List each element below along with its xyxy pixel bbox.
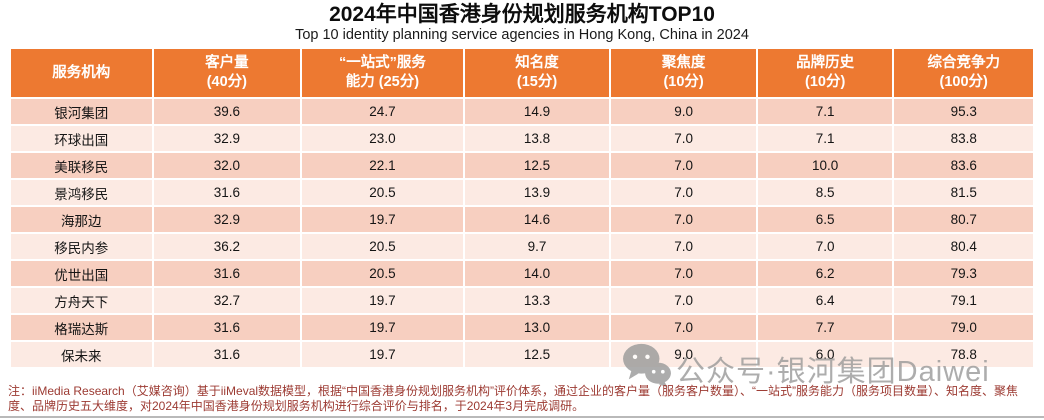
score-cell: 7.0 [611,234,756,259]
score-cell: 32.9 [153,126,301,151]
score-cell: 13.3 [464,288,610,313]
score-cell: 6.5 [757,207,893,232]
score-cell: 79.1 [894,288,1033,313]
source-note: 注：iiMedia Research（艾媒咨询）基于iiMeval数据模型，根据… [8,384,1019,413]
score-cell: 31.6 [153,261,301,286]
score-cell: 19.7 [302,342,463,367]
column-header-4: 聚焦度 (10分) [611,49,756,97]
score-cell: 10.0 [757,153,893,178]
score-cell: 7.0 [611,315,756,340]
agency-name-cell: 优世出国 [11,261,152,286]
agency-name-cell: 美联移民 [11,153,152,178]
score-cell: 19.7 [302,207,463,232]
table-row: 移民内参 36.2 20.5 9.7 7.0 7.0 80.4 [11,234,1033,259]
page-subtitle: Top 10 identity planning service agencie… [295,27,749,43]
score-cell: 7.0 [611,180,756,205]
table-row: 美联移民 32.0 22.1 12.5 7.0 10.0 83.6 [11,153,1033,178]
score-cell: 9.7 [464,234,610,259]
score-cell: 31.6 [153,315,301,340]
score-cell: 20.5 [302,180,463,205]
score-cell: 81.5 [894,180,1033,205]
score-cell: 6.4 [757,288,893,313]
ranking-table-header: 服务机构 客户量 (40分) “一站式”服务 能力 (25分) 知名度 (15分) 聚焦度 (1… [11,49,1033,97]
score-cell: 13.0 [464,315,610,340]
agency-name-cell: 移民内参 [11,234,152,259]
score-cell: 7.1 [757,126,893,151]
score-cell: 36.2 [153,234,301,259]
score-cell: 83.6 [894,153,1033,178]
table-row: 保未来 31.6 19.7 12.5 9.0 6.0 78.8 [11,342,1033,367]
score-cell: 14.0 [464,261,610,286]
table-row: 海那边 32.9 19.7 14.6 7.0 6.5 80.7 [11,207,1033,232]
header-row: 服务机构 客户量 (40分) “一站式”服务 能力 (25分) 知名度 (15分) 聚焦度 (1… [11,49,1033,97]
score-cell: 7.0 [611,261,756,286]
score-cell: 6.0 [757,342,893,367]
table-row: 格瑞达斯 31.6 19.7 13.0 7.0 7.7 79.0 [11,315,1033,340]
score-cell: 31.6 [153,180,301,205]
table-row: 环球出国 32.9 23.0 13.8 7.0 7.1 83.8 [11,126,1033,151]
score-cell: 80.4 [894,234,1033,259]
table-row: 景鸿移民 31.6 20.5 13.9 7.0 8.5 81.5 [11,180,1033,205]
score-cell: 79.3 [894,261,1033,286]
score-cell: 13.8 [464,126,610,151]
score-cell: 32.7 [153,288,301,313]
agency-name-cell: 格瑞达斯 [11,315,152,340]
ranking-table: 服务机构 客户量 (40分) “一站式”服务 能力 (25分) 知名度 (15分) 聚焦度 (1… [9,47,1035,369]
score-cell: 7.7 [757,315,893,340]
score-cell: 20.5 [302,234,463,259]
score-cell: 8.5 [757,180,893,205]
page-title: 2024年中国香港身份规划服务机构TOP10 [329,3,715,26]
score-cell: 32.0 [153,153,301,178]
score-cell: 39.6 [153,99,301,124]
agency-name-cell: 银河集团 [11,99,152,124]
column-header-1: 客户量 (40分) [153,49,301,97]
agency-name-cell: 海那边 [11,207,152,232]
score-cell: 7.0 [611,153,756,178]
score-cell: 7.0 [611,126,756,151]
score-cell: 23.0 [302,126,463,151]
column-header-3: 知名度 (15分) [464,49,610,97]
score-cell: 14.9 [464,99,610,124]
score-cell: 80.7 [894,207,1033,232]
score-cell: 78.8 [894,342,1033,367]
agency-name-cell: 方舟天下 [11,288,152,313]
score-cell: 19.7 [302,315,463,340]
score-cell: 79.0 [894,315,1033,340]
score-cell: 7.0 [611,288,756,313]
table-row: 银河集团 39.6 24.7 14.9 9.0 7.1 95.3 [11,99,1033,124]
score-cell: 9.0 [611,342,756,367]
score-cell: 32.9 [153,207,301,232]
score-cell: 12.5 [464,342,610,367]
score-cell: 20.5 [302,261,463,286]
score-cell: 95.3 [894,99,1033,124]
score-cell: 83.8 [894,126,1033,151]
score-cell: 14.6 [464,207,610,232]
score-cell: 7.0 [757,234,893,259]
score-cell: 22.1 [302,153,463,178]
agency-name-cell: 环球出国 [11,126,152,151]
score-cell: 24.7 [302,99,463,124]
column-header-2: “一站式”服务 能力 (25分) [302,49,463,97]
column-header-5: 品牌历史 (10分) [757,49,893,97]
score-cell: 7.1 [757,99,893,124]
column-header-6: 综合竞争力 (100分) [894,49,1033,97]
table-row: 方舟天下 32.7 19.7 13.3 7.0 6.4 79.1 [11,288,1033,313]
agency-name-cell: 景鸿移民 [11,180,152,205]
score-cell: 13.9 [464,180,610,205]
score-cell: 19.7 [302,288,463,313]
score-cell: 6.2 [757,261,893,286]
agency-name-cell: 保未来 [11,342,152,367]
score-cell: 9.0 [611,99,756,124]
score-cell: 31.6 [153,342,301,367]
ranking-table-body: 银河集团 39.6 24.7 14.9 9.0 7.1 95.3 环球出国 32.9 23.0 13… [11,99,1033,367]
score-cell: 7.0 [611,207,756,232]
column-header-0: 服务机构 [11,49,152,97]
table-row: 优世出国 31.6 20.5 14.0 7.0 6.2 79.3 [11,261,1033,286]
score-cell: 12.5 [464,153,610,178]
